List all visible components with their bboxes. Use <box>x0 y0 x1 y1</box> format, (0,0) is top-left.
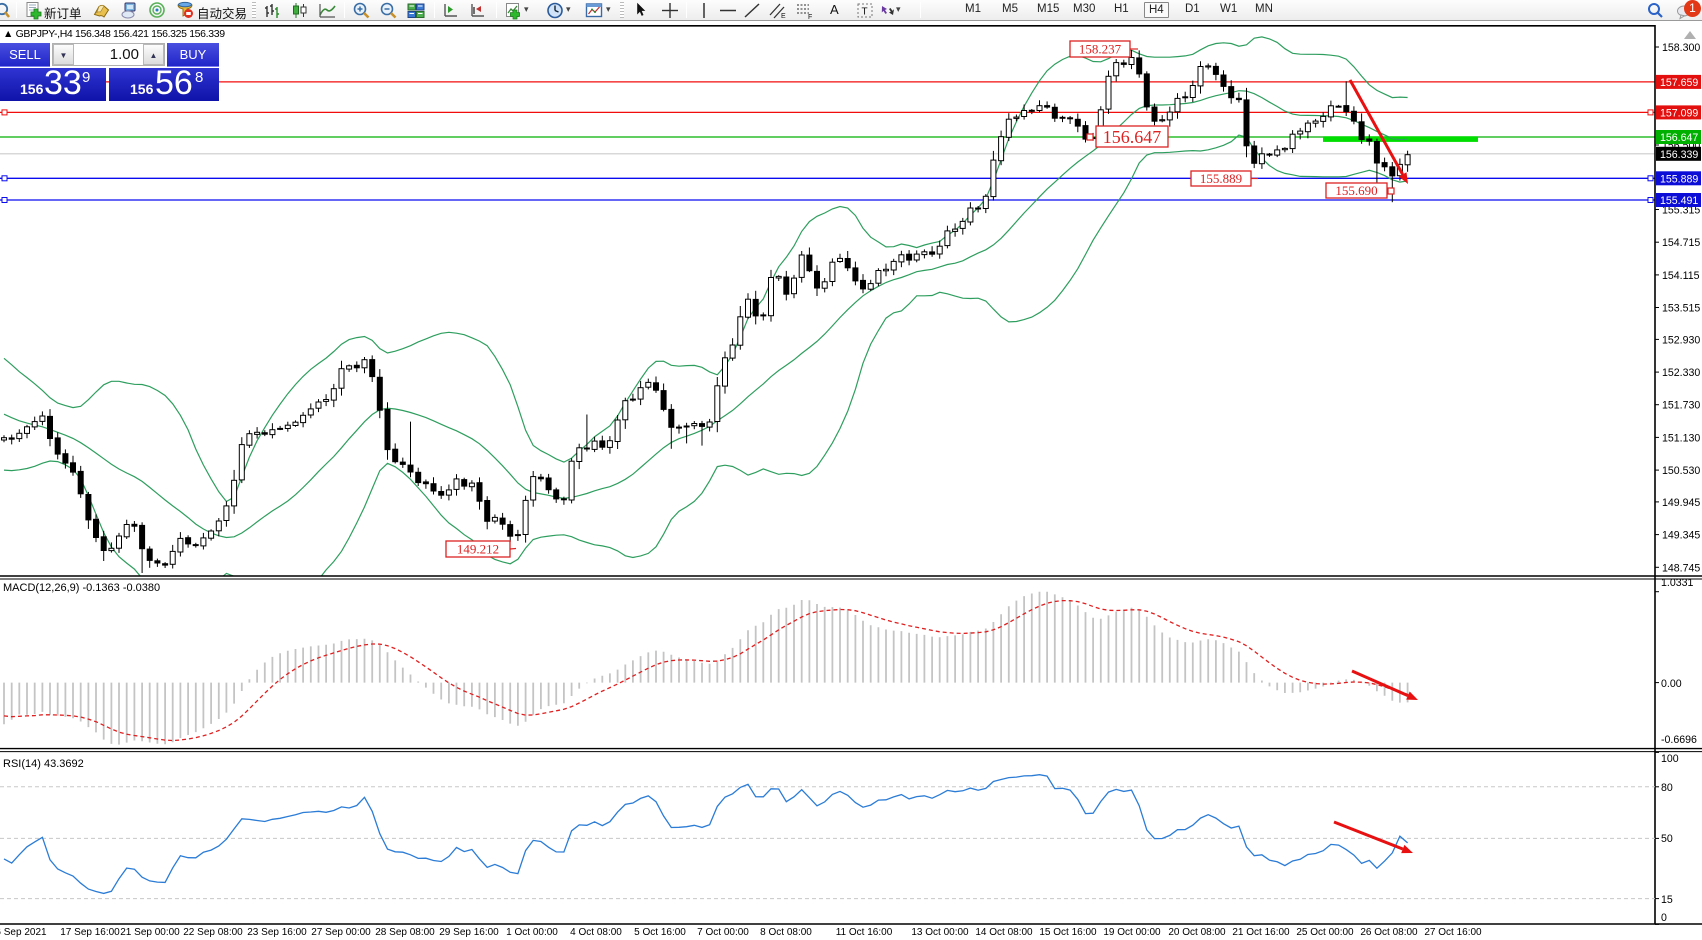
svg-text:148.745: 148.745 <box>1662 562 1700 574</box>
svg-text:152.930: 152.930 <box>1662 334 1700 346</box>
svg-text:29 Sep 16:00: 29 Sep 16:00 <box>439 927 499 938</box>
svg-text:26 Oct 08:00: 26 Oct 08:00 <box>1360 927 1418 938</box>
svg-text:5 Oct 16:00: 5 Oct 16:00 <box>634 927 686 938</box>
svg-text:149.345: 149.345 <box>1662 530 1700 542</box>
svg-text:155.315: 155.315 <box>1662 205 1700 217</box>
svg-text:1 Oct 00:00: 1 Oct 00:00 <box>506 927 558 938</box>
svg-text:22 Sep 08:00: 22 Sep 08:00 <box>183 927 243 938</box>
svg-text:156.647: 156.647 <box>1660 132 1698 144</box>
svg-text:13 Oct 00:00: 13 Oct 00:00 <box>911 927 969 938</box>
svg-text:154.115: 154.115 <box>1662 270 1700 282</box>
svg-text:157.099: 157.099 <box>1660 107 1698 119</box>
svg-text:4 Oct 08:00: 4 Oct 08:00 <box>570 927 622 938</box>
svg-text:151.130: 151.130 <box>1662 432 1700 444</box>
svg-text:100: 100 <box>1661 753 1679 765</box>
svg-text:▲ GBPJPY-,H4 156.348 156.421: ▲ GBPJPY-,H4 156.348 156.421 156.325 156… <box>3 28 225 40</box>
svg-text:50: 50 <box>1661 833 1673 845</box>
svg-text:E: E <box>781 13 786 20</box>
svg-text:15: 15 <box>1661 894 1673 906</box>
svg-text:153.515: 153.515 <box>1662 303 1700 315</box>
svg-text:155.889: 155.889 <box>1660 173 1698 185</box>
svg-text:8 Oct 08:00: 8 Oct 08:00 <box>760 927 812 938</box>
svg-text:151.730: 151.730 <box>1662 400 1700 412</box>
svg-text:0: 0 <box>1661 912 1667 924</box>
svg-text:21 Sep 00:00: 21 Sep 00:00 <box>120 927 180 938</box>
svg-text:0.00: 0.00 <box>1661 678 1682 690</box>
svg-text:155.690: 155.690 <box>1335 183 1377 198</box>
svg-text:20 Oct 08:00: 20 Oct 08:00 <box>1168 927 1226 938</box>
svg-text:T: T <box>862 7 868 18</box>
svg-text:154.715: 154.715 <box>1662 237 1700 249</box>
svg-text:27 Sep 00:00: 27 Sep 00:00 <box>311 927 371 938</box>
svg-text:-0.6696: -0.6696 <box>1661 734 1697 746</box>
svg-text:149.212: 149.212 <box>457 542 499 557</box>
svg-text:155.491: 155.491 <box>1660 195 1698 207</box>
svg-text:149.945: 149.945 <box>1662 497 1700 509</box>
svg-text:17 Sep 16:00: 17 Sep 16:00 <box>60 927 120 938</box>
svg-text:156.339: 156.339 <box>1660 149 1698 161</box>
svg-text:25 Oct 00:00: 25 Oct 00:00 <box>1296 927 1354 938</box>
svg-text:80: 80 <box>1661 782 1673 794</box>
svg-text:6 Sep 2021: 6 Sep 2021 <box>0 927 47 938</box>
svg-text:28 Sep 08:00: 28 Sep 08:00 <box>375 927 435 938</box>
svg-text:RSI(14) 43.3692: RSI(14) 43.3692 <box>3 758 84 770</box>
svg-text:157.659: 157.659 <box>1660 77 1698 89</box>
svg-text:152.330: 152.330 <box>1662 367 1700 379</box>
svg-text:MACD(12,26,9) -0.1363 -0.0380: MACD(12,26,9) -0.1363 -0.0380 <box>3 582 160 594</box>
svg-text:1.0331: 1.0331 <box>1661 577 1694 589</box>
svg-text:27 Oct 16:00: 27 Oct 16:00 <box>1424 927 1482 938</box>
svg-text:7 Oct 00:00: 7 Oct 00:00 <box>697 927 749 938</box>
svg-text:150.530: 150.530 <box>1662 465 1700 477</box>
svg-text:F: F <box>808 14 812 20</box>
svg-text:155.889: 155.889 <box>1200 171 1242 186</box>
svg-text:23 Sep 16:00: 23 Sep 16:00 <box>247 927 307 938</box>
svg-text:19 Oct 00:00: 19 Oct 00:00 <box>1103 927 1161 938</box>
svg-text:156.647: 156.647 <box>1103 127 1162 147</box>
svg-text:158.237: 158.237 <box>1079 42 1122 57</box>
svg-text:11 Oct 16:00: 11 Oct 16:00 <box>836 927 893 938</box>
svg-text:158.300: 158.300 <box>1662 42 1700 54</box>
svg-text:21 Oct 16:00: 21 Oct 16:00 <box>1232 927 1290 938</box>
svg-text:15 Oct 16:00: 15 Oct 16:00 <box>1039 927 1097 938</box>
svg-text:14 Oct 08:00: 14 Oct 08:00 <box>975 927 1033 938</box>
